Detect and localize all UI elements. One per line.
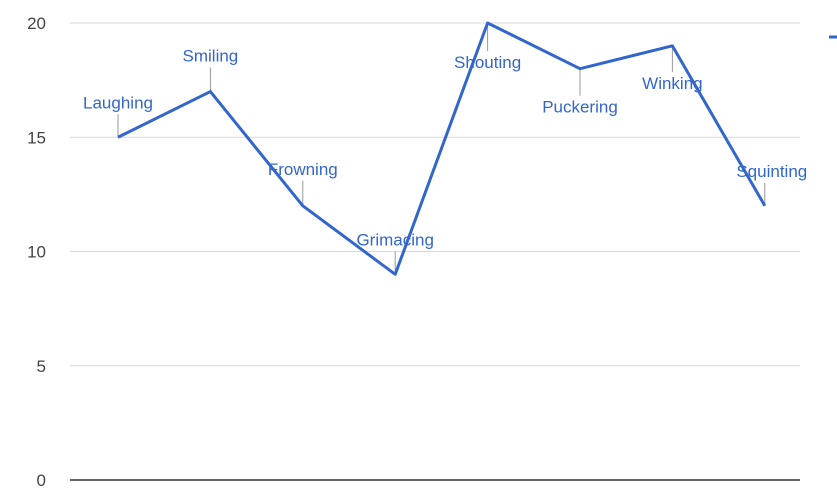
y-tick-label: 20 [27,14,46,33]
data-label: Smiling [183,47,239,66]
y-tick-label: 15 [27,128,46,147]
y-tick-label: 5 [37,357,46,376]
y-axis-ticks: 0 5 10 15 20 [27,14,46,490]
point-labels: Laughing Smiling Frowning Grimacing Shouting… [83,47,807,250]
data-label: Winking [642,74,702,93]
data-label: Shouting [454,53,521,72]
gridlines [70,22,800,481]
data-label: Grimacing [356,230,433,249]
series-line [117,21,767,276]
data-label: Squinting [736,162,807,181]
data-label: Frowning [268,160,338,179]
series [117,21,767,276]
y-tick-label: 0 [37,471,46,490]
y-tick-label: 10 [27,243,46,262]
data-label: Laughing [83,93,153,112]
data-label: Puckering [542,98,618,117]
label-leaders [117,23,766,275]
